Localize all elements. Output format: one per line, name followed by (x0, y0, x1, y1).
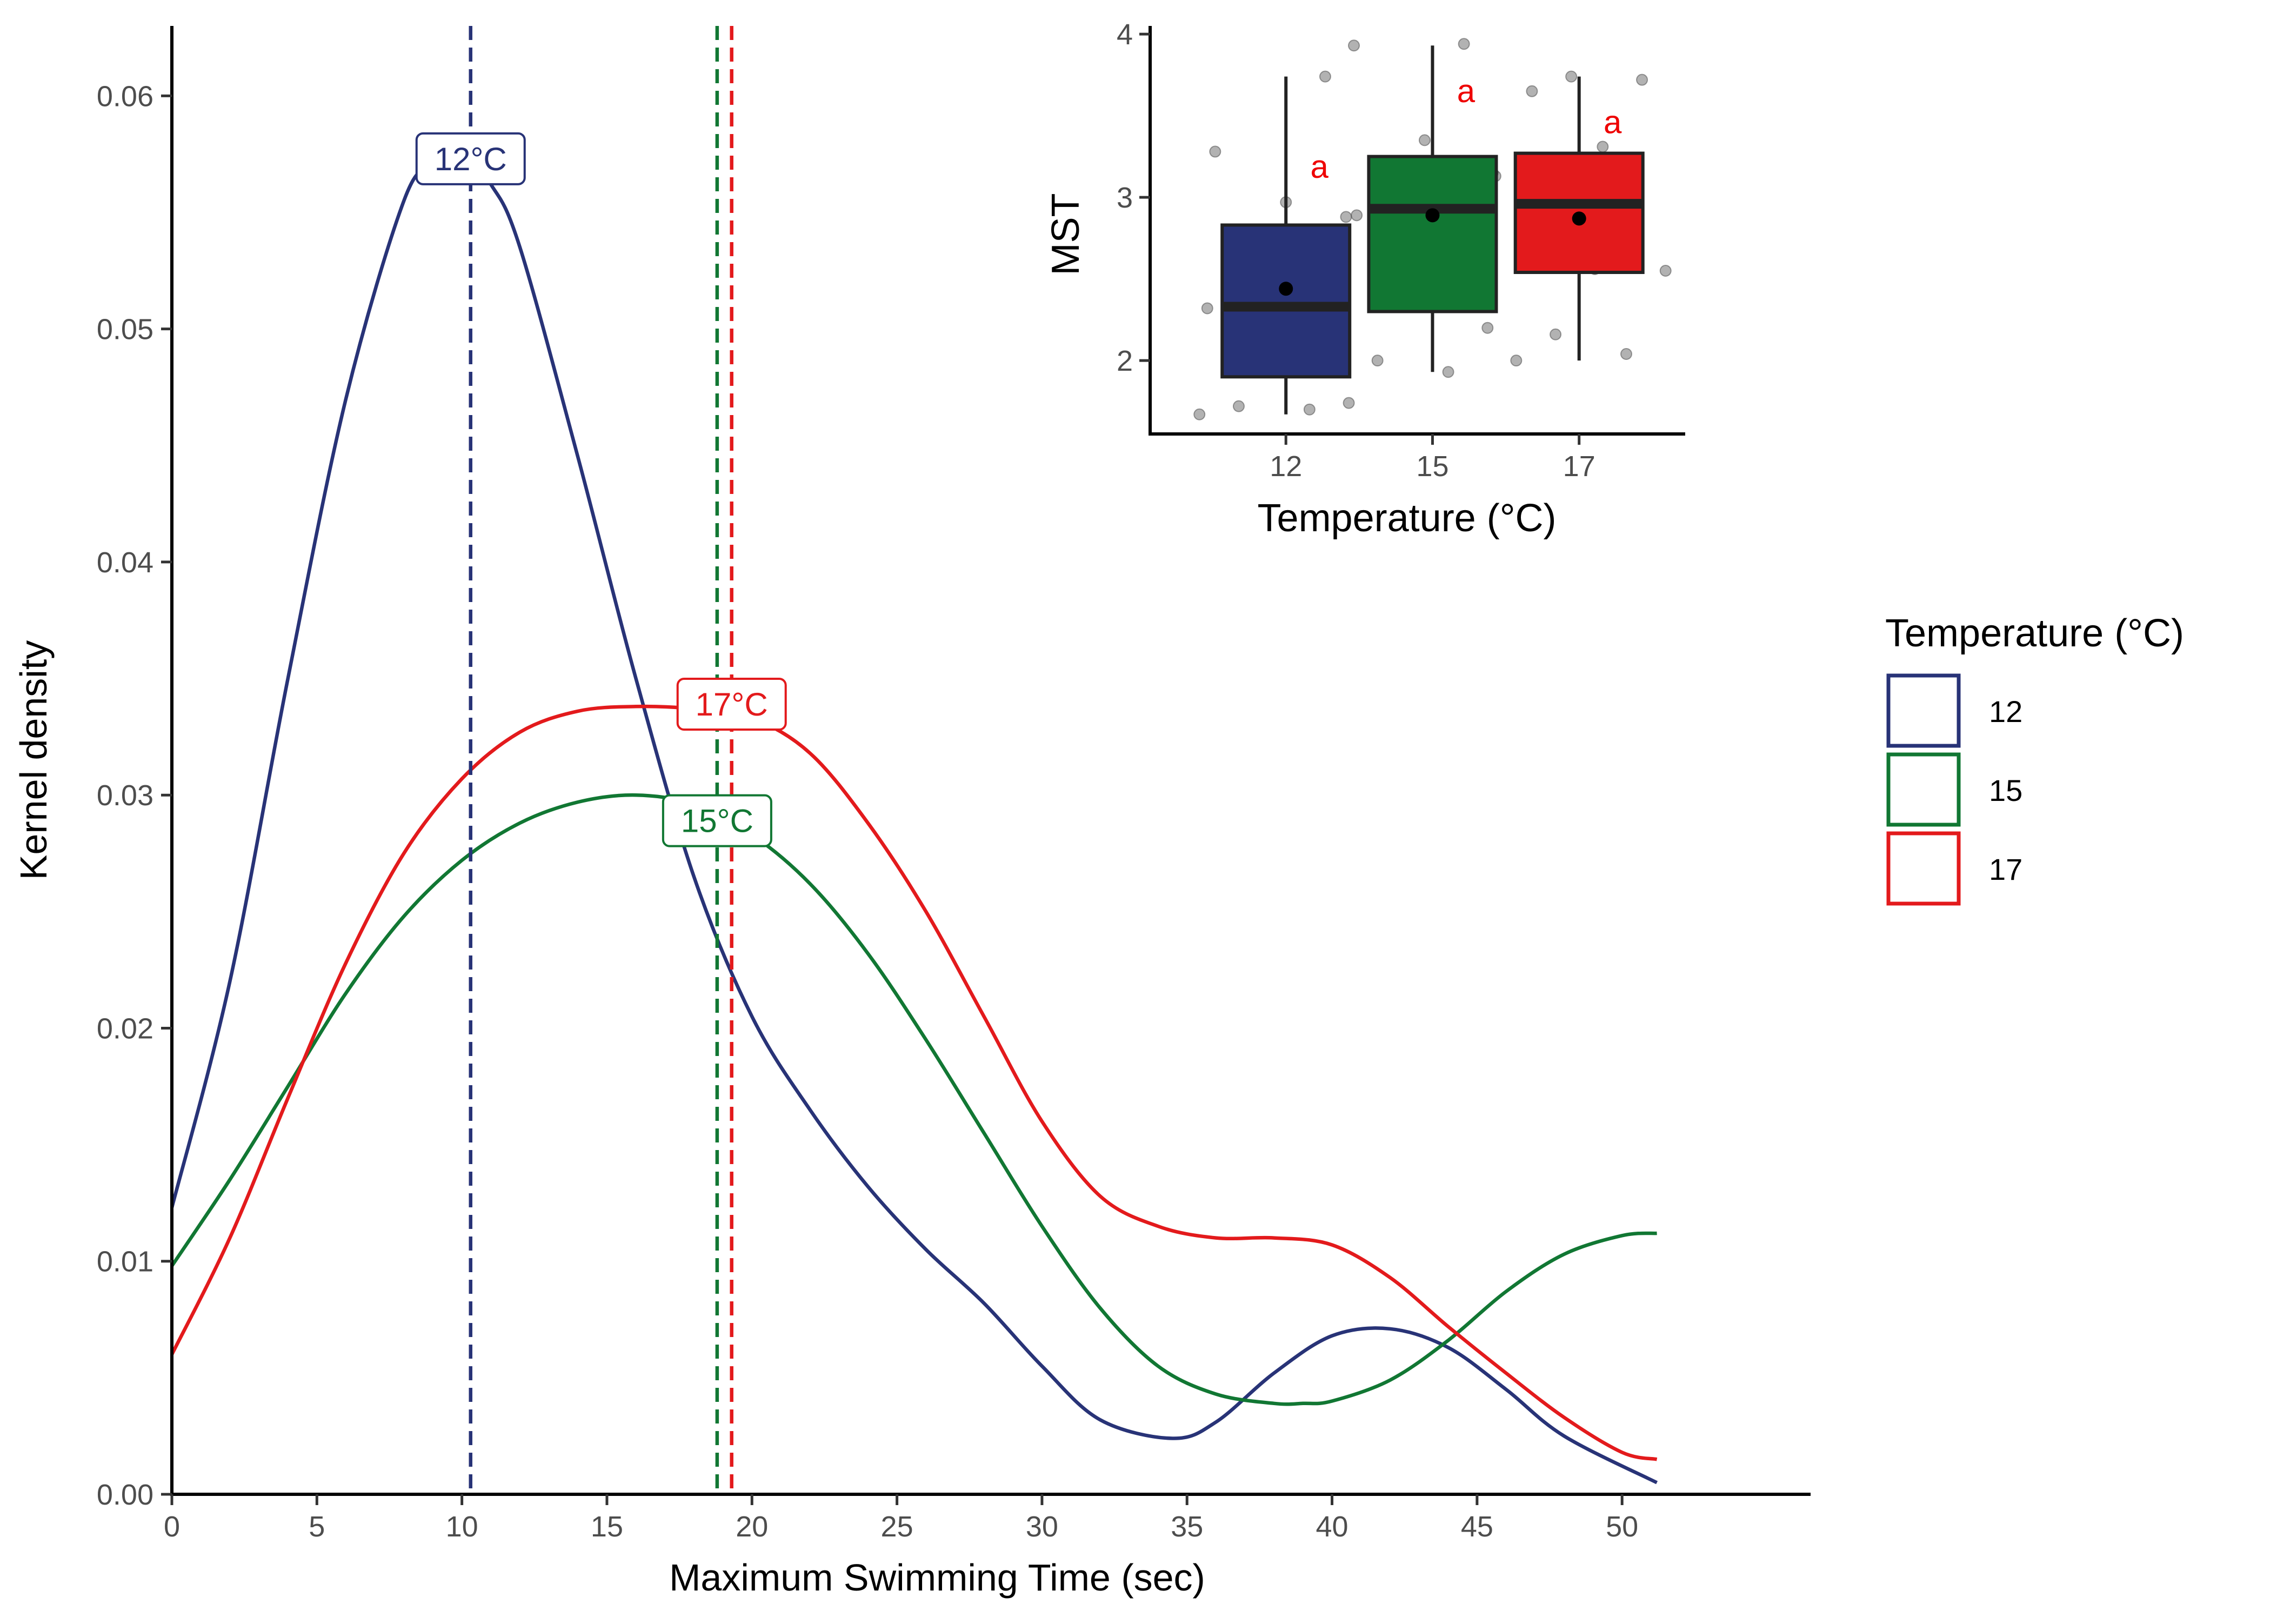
legend-label: 12 (1989, 694, 2022, 729)
box-mean-point (1572, 211, 1586, 226)
jitter-point (1418, 134, 1431, 146)
inset-x-axis-title: Temperature (°C) (1258, 497, 1557, 540)
jitter-point (1371, 355, 1384, 367)
mean-label-text: 17°C (696, 686, 768, 723)
jitter-point (1193, 408, 1206, 420)
significance-letter: a (1311, 149, 1329, 185)
jitter-point (1209, 145, 1221, 158)
legend-item-17: 17 (1886, 831, 2022, 906)
inset-x-tick-label: 12 (1270, 450, 1302, 483)
density-y-axis-title: Kernel density (12, 640, 55, 880)
jitter-point (1510, 355, 1523, 367)
mean-label-text: 15°C (681, 803, 753, 839)
density-x-tick-label: 35 (1171, 1511, 1203, 1543)
jitter-point (1351, 209, 1363, 222)
jitter-point (1442, 366, 1454, 378)
density-curve-12 (170, 151, 1658, 1485)
density-x-tick-label: 20 (736, 1511, 768, 1543)
legend-key (1886, 752, 1961, 827)
legend-key (1886, 831, 1961, 906)
legend-items: 12 15 17 (1886, 673, 2022, 906)
mean-label-box (676, 677, 787, 731)
density-x-tick-label: 25 (881, 1511, 913, 1543)
density-y-tick-label: 0.06 (97, 80, 153, 112)
density-x-tick-label: 15 (591, 1511, 623, 1543)
density-plot: 12°C 15°C 17°C 0 5 10 15 20 25 30 35 40 45 50 0.00 0.0… (12, 26, 1811, 1599)
inset-x-tick-label: 17 (1563, 450, 1595, 483)
density-x-tick-label: 5 (309, 1511, 325, 1543)
jitter-point (1550, 328, 1562, 340)
density-y-tick-label: 0.01 (97, 1246, 153, 1278)
jitter-point (1232, 400, 1245, 412)
significance-letter: a (1604, 104, 1622, 141)
inset-y-tick-label: 3 (1117, 182, 1133, 214)
mean-label-box (415, 132, 526, 185)
density-y-tick-label: 0.03 (97, 779, 153, 812)
jitter-point (1636, 73, 1648, 86)
significance-letter: a (1457, 73, 1476, 109)
inset-y-tick-label: 2 (1117, 345, 1133, 377)
density-y-tick-label: 0.04 (97, 546, 153, 579)
density-x-tick-label: 50 (1606, 1511, 1638, 1543)
mean-lines-group: 12°C 15°C 17°C (415, 26, 787, 1494)
legend-label: 17 (1989, 852, 2022, 886)
jitter-point (1597, 141, 1609, 153)
jitter-point (1565, 70, 1578, 83)
density-x-axis-title: Maximum Swimming Time (sec) (669, 1556, 1205, 1599)
density-x-tick-label: 40 (1316, 1511, 1348, 1543)
legend-title: Temperature (°C) (1885, 612, 2184, 655)
inset-y-axis-title: MST (1044, 193, 1087, 276)
legend-label: 15 (1989, 773, 2022, 807)
jitter-point (1303, 403, 1316, 416)
mean-label-12: 12°C (415, 132, 526, 185)
jitter-point (1458, 38, 1470, 50)
jitter-point (1201, 302, 1213, 315)
density-y-tick-label: 0.02 (97, 1012, 153, 1045)
box-body (1220, 223, 1352, 379)
legend-item-12: 12 (1886, 673, 2022, 748)
mean-label-17: 17°C (676, 677, 787, 731)
legend: Temperature (°C) 12 15 17 (1885, 612, 2184, 906)
density-curve-15 (170, 793, 1657, 1406)
legend-key (1886, 673, 1961, 748)
density-x-tick-label: 45 (1461, 1511, 1493, 1543)
jitter-point (1526, 85, 1538, 97)
boxplot-inset: a a a 2 3 4 12 15 17 Temperature (°C) MST (1044, 18, 1685, 540)
jitter-point (1340, 211, 1352, 223)
box-mean-point (1425, 208, 1440, 223)
density-y-tick-label: 0.00 (97, 1479, 153, 1511)
density-axes: 0 5 10 15 20 25 30 35 40 45 50 0.00 0.01 0.02 0.03 0.04… (97, 26, 1811, 1543)
inset-x-tick-label: 15 (1416, 450, 1448, 483)
legend-item-15: 15 (1886, 752, 2022, 827)
density-x-tick-label: 0 (164, 1511, 180, 1543)
density-x-tick-label: 30 (1026, 1511, 1058, 1543)
mean-label-15: 15°C (662, 794, 772, 847)
jitter-point (1319, 70, 1331, 83)
box-17: a (1513, 76, 1645, 361)
jitter-point (1659, 265, 1672, 277)
jitter-point (1481, 322, 1494, 334)
density-curve-17 (170, 704, 1658, 1461)
boxes-group: a a a (1220, 45, 1645, 415)
inset-axes: 2 3 4 12 15 17 (1117, 18, 1685, 483)
box-mean-point (1279, 282, 1293, 296)
box-15: a (1367, 45, 1498, 372)
jitter-point (1620, 348, 1632, 360)
density-x-tick-label: 10 (446, 1511, 478, 1543)
box-12: a (1220, 76, 1352, 415)
box-body (1367, 155, 1498, 313)
density-y-tick-label: 0.05 (97, 313, 153, 346)
density-series-group (170, 151, 1658, 1485)
jitter-point (1343, 397, 1355, 409)
inset-y-tick-label: 4 (1117, 18, 1133, 51)
mean-label-box (662, 794, 772, 847)
jitter-point (1348, 39, 1360, 52)
mean-label-text: 12°C (435, 141, 507, 177)
